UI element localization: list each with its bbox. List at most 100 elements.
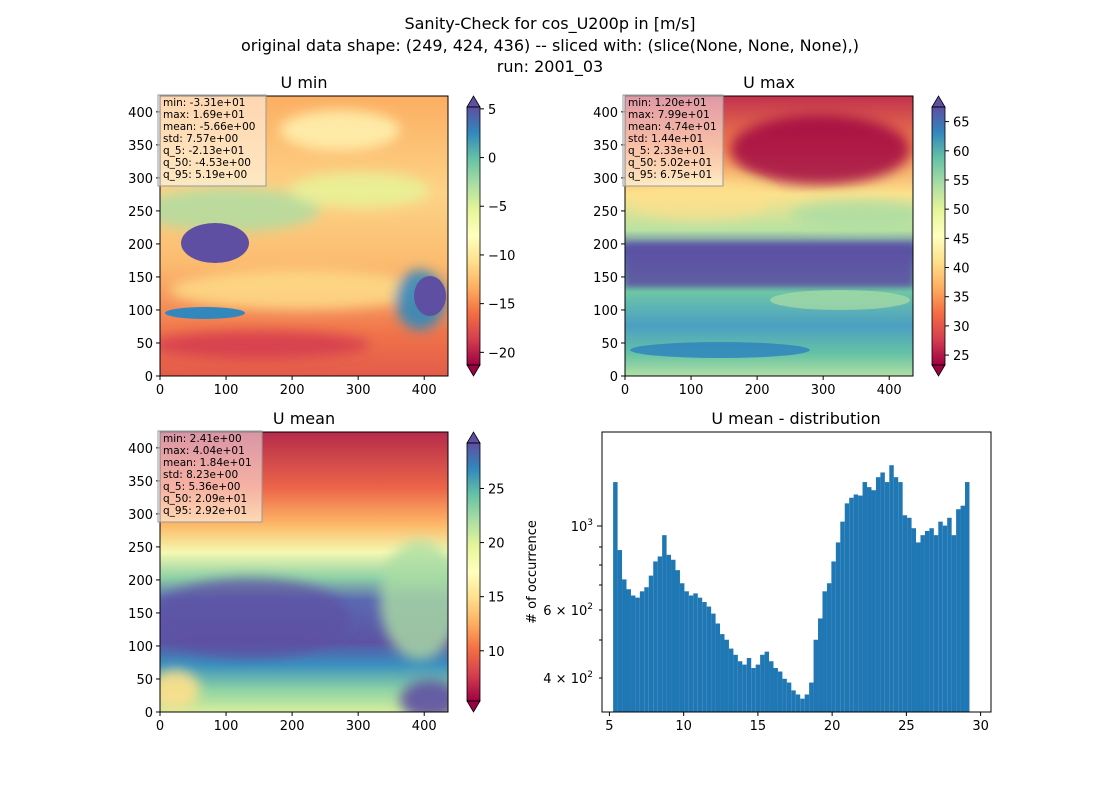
dist-bar — [653, 561, 658, 712]
dist-bar — [884, 482, 890, 712]
dist-bar — [688, 595, 694, 712]
umean-colorbar-tick-label: 10 — [488, 645, 505, 660]
dist-plot-frame — [601, 431, 992, 713]
umean-stat-line: q_95: 2.92e+01 — [163, 505, 247, 517]
umin-ytick-label: 100 — [128, 304, 153, 319]
dist-bar — [804, 694, 810, 712]
umean-colorbar: 25 20 15 10 — [466, 431, 505, 713]
dist-bar — [648, 575, 654, 712]
dist-bar — [715, 623, 721, 712]
dist-bar — [862, 482, 868, 712]
dist-bar — [622, 579, 627, 712]
umean-colorbar-extend-top — [466, 431, 481, 444]
dist-bar — [831, 561, 836, 712]
dist-bar — [924, 530, 930, 712]
dist-bar — [675, 570, 680, 712]
dist-bar — [898, 482, 903, 712]
dist-bar — [929, 528, 934, 712]
dist-bar — [920, 535, 925, 712]
dist-bars — [613, 465, 970, 712]
umean-stat-line: q_5: 5.36e+00 — [163, 481, 240, 493]
dist-bar — [782, 678, 787, 712]
dist-bar — [795, 694, 801, 712]
dist-bar — [760, 654, 765, 712]
dist-bar — [662, 535, 667, 712]
umean-stat-line: min: 2.41e+00 — [163, 433, 242, 445]
dist-bar — [956, 509, 961, 712]
panel-umean-title: U mean — [273, 409, 335, 428]
umean-ytick-label: 0 — [145, 706, 153, 721]
dist-bar — [639, 591, 645, 712]
panel-umean: U mean 0 100 200 300 400 0 50 100 150 200 250 300 3… — [128, 409, 504, 734]
dist-bar — [938, 521, 943, 712]
umean-colorbar-tick-label: 15 — [488, 591, 505, 606]
umin-stat-line: min: -3.31e+01 — [163, 97, 245, 109]
dist-bar — [844, 503, 850, 712]
dist-bar — [916, 542, 921, 712]
dist-bar — [733, 654, 738, 712]
umin-ytick-label: 400 — [128, 106, 153, 121]
dist-x-axis: 5 10 15 20 25 30 — [605, 712, 989, 734]
umin-colorbar-tick-label: 0 — [488, 152, 496, 167]
umax-xtick-label: 200 — [745, 383, 770, 398]
umax-stat-line: q_95: 6.75e+01 — [628, 169, 712, 181]
umin-colorbar-tick-label: −15 — [488, 298, 515, 313]
umin-x-axis: 0 100 200 300 400 — [156, 376, 437, 398]
dist-xtick-label: 15 — [750, 719, 767, 734]
umax-colorbar-gradient — [932, 107, 945, 365]
dist-xtick-label: 30 — [972, 719, 989, 734]
umax-ytick-label: 400 — [593, 106, 618, 121]
umean-stats-box — [157, 430, 263, 523]
umax-ytick-label: 100 — [593, 304, 618, 319]
umean-stat-line: max: 4.04e+01 — [163, 445, 245, 457]
umax-y-axis: 0 50 100 150 200 250 300 350 400 — [593, 106, 625, 385]
umin-colorbar-tick-label: −5 — [488, 200, 507, 215]
umean-colorbar-tick-label: 20 — [488, 537, 505, 552]
dist-bar — [666, 554, 672, 712]
umean-ytick-label: 300 — [128, 508, 153, 523]
dist-ytick-600: 6 × 102 — [543, 602, 593, 619]
dist-bar — [822, 591, 827, 712]
figure-title-line-2: original data shape: (249, 424, 436) -- … — [241, 36, 859, 55]
dist-bar — [867, 487, 872, 712]
panel-umin: U min 0 100 200 300 400 05010015020025030035… — [128, 73, 515, 398]
umean-colorbar-tick-label: 25 — [488, 482, 505, 497]
umin-xtick-label: 0 — [156, 383, 164, 398]
panel-umin-title: U min — [281, 73, 328, 92]
umin-ytick-label: 150 — [128, 271, 153, 286]
dist-bar — [826, 583, 832, 712]
dist-bar — [813, 639, 819, 712]
dist-y-axis: 103 6 × 102 4 × 102 — [543, 518, 602, 687]
panel-dist-title: U mean - distribution — [711, 409, 880, 428]
umin-ytick-label: 350 — [128, 139, 153, 154]
umin-stat-line: mean: -5.66e+00 — [163, 121, 255, 133]
umax-ytick-label: 0 — [610, 370, 618, 385]
umax-colorbar-tick-label: 35 — [953, 291, 970, 306]
dist-ytick-1000: 103 — [571, 518, 593, 535]
umax-colorbar-extend-top — [931, 95, 946, 108]
umin-y-axis: 0 50 100 150 200 250 300 350 400 — [128, 106, 160, 385]
dist-bar — [702, 602, 707, 712]
dist-bar — [755, 664, 761, 712]
dist-bar — [835, 542, 841, 712]
panel-umax: U max 0 100 200 300 400 0 50 100 150 200 250 300 35… — [593, 73, 969, 398]
umin-xtick-label: 200 — [280, 383, 305, 398]
umax-colorbar-tick-label: 30 — [953, 320, 970, 335]
umin-ytick-label: 250 — [128, 205, 153, 220]
dist-bar — [849, 497, 854, 712]
umax-colorbar-tick-label: 65 — [953, 116, 970, 131]
dist-ylabel: # of occurrence — [525, 520, 540, 624]
umean-ytick-label: 150 — [128, 607, 153, 622]
umean-xtick-label: 300 — [346, 719, 371, 734]
dist-bar — [613, 482, 618, 712]
umax-stat-line: min: 1.20e+01 — [628, 97, 707, 109]
umin-stat-line: std: 7.57e+00 — [163, 133, 238, 145]
umin-colorbar-gradient — [467, 107, 480, 365]
umin-stat-line: q_5: -2.13e+01 — [163, 145, 244, 157]
umin-plot-frame — [159, 95, 449, 377]
umin-colorbar-tick-label: −20 — [488, 346, 515, 361]
